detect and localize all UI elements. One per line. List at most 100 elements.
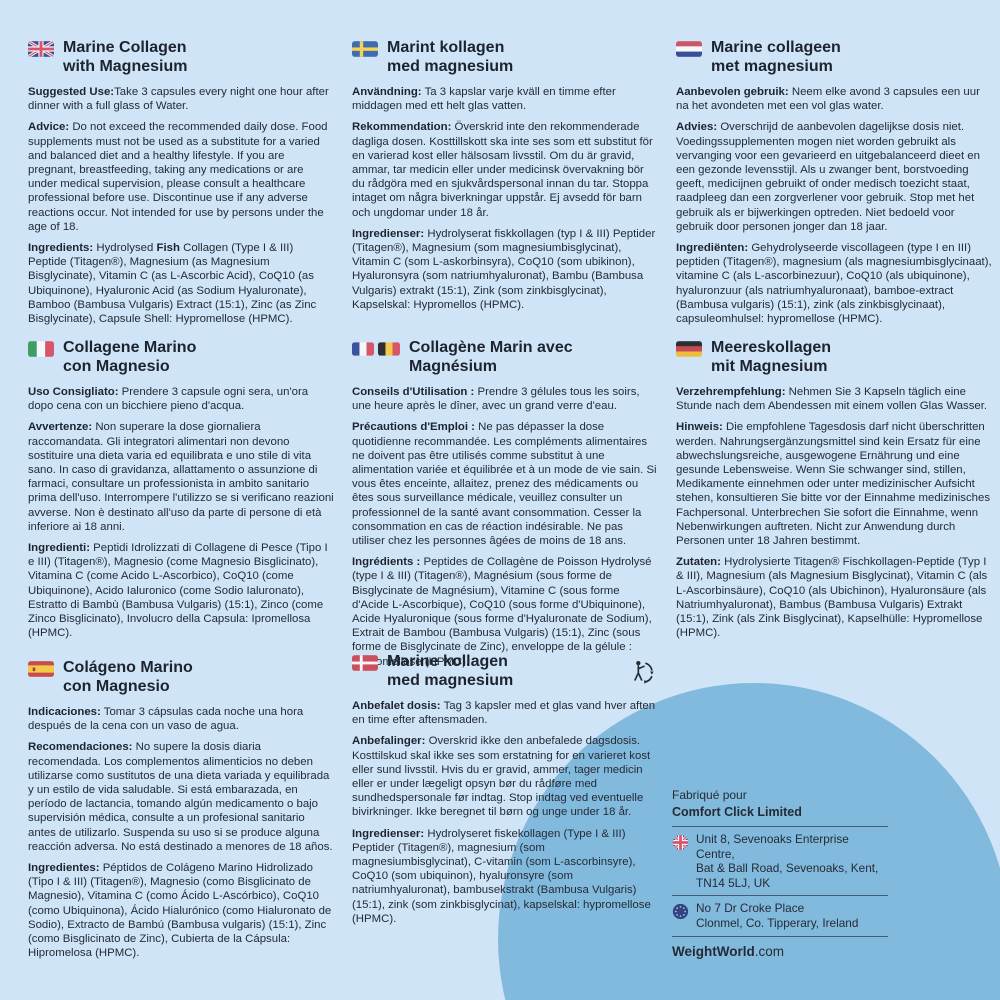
paragraph-label: Ingredienser:: [352, 827, 425, 840]
section-header: Colágeno Marino con Magnesio: [28, 658, 334, 696]
paragraph-text: Peptidi Idrolizzati di Collagene di Pesc…: [28, 542, 328, 640]
divider: [672, 935, 888, 937]
paragraph-label: Recomendaciones:: [28, 741, 133, 754]
section-header: Collagene Marino con Magnesio: [28, 338, 334, 376]
paragraph-text: Neem elke avond 3 capsules een uur na he…: [676, 86, 980, 113]
advice-paragraph: Avvertenze: Non superare la dose giornal…: [28, 420, 334, 534]
title-line-2: met magnesium: [711, 58, 833, 75]
paragraph-text: Do not exceed the recommended daily dose…: [28, 121, 328, 233]
advice-paragraph: Hinweis: Die empfohlene Tagesdosis darf …: [676, 420, 992, 548]
paragraph-text: Collagen (Type I & III) Peptide (Titagen…: [28, 242, 317, 326]
paragraph-text: No supere la dosis diaria recomendada. L…: [28, 741, 333, 853]
paragraph-text: Take 3 capsules every night one hour aft…: [28, 86, 329, 113]
paragraph-label: Verzehrempfehlung:: [676, 386, 786, 398]
ingredients-paragraph: Ingrediënten: Gehydrolyseerde viscollage…: [676, 241, 992, 326]
flag-denmark-icon: [352, 655, 378, 671]
paragraph-label: Précautions d'Emploi :: [352, 421, 475, 434]
flag-sweden-icon: [352, 41, 378, 57]
ingredients-paragraph: Ingredientes: Péptidos de Colágeno Marin…: [28, 861, 334, 960]
usage-paragraph: Verzehrempfehlung: Nehmen Sie 3 Kapseln …: [676, 385, 992, 413]
section-title: Marine Collagen with Magnesium: [63, 38, 187, 76]
made-for-label: Fabriqué pour: [672, 788, 747, 802]
flag-uk-icon: [28, 41, 54, 57]
section-title: Marine collageen met magnesium: [711, 38, 841, 76]
address-line: Unit 8, Sevenoaks Enterprise Centre,: [696, 832, 849, 861]
section-header: Marint kollagen med magnesium: [352, 38, 658, 76]
website-suffix: .com: [754, 943, 785, 959]
title-line-2: con Magnesio: [63, 358, 170, 375]
ireland-address-block: No 7 Dr Croke Place Clonmel, Co. Tippera…: [672, 901, 888, 930]
section-french: Collagène Marin avec Magnésium Conseils d…: [352, 338, 658, 676]
advice-paragraph: Rekommendation: Överskrid inte den rekom…: [352, 120, 658, 219]
paragraph-label: Ingrediënten:: [676, 242, 749, 255]
address-line: Clonmel, Co. Tipperary, Ireland: [696, 915, 859, 930]
website-brand: WeightWorld: [672, 943, 755, 959]
address-line: No 7 Dr Croke Place: [696, 901, 805, 916]
title-line-1: Meereskollagen: [711, 339, 832, 356]
advice-paragraph: Précautions d'Emploi : Ne pas dépasser l…: [352, 420, 658, 548]
ingredients-paragraph: Ingredients: Hydrolysed Fish Collagen (T…: [28, 241, 334, 326]
flag-belgium-icon: [378, 342, 400, 356]
address-line: Bat & Ball Road, Sevenoaks, Kent,: [696, 861, 879, 876]
paragraph-text: Peptides de Collagène de Poisson Hydroly…: [352, 556, 652, 668]
title-line-2: with Magnesium: [63, 58, 188, 75]
usage-paragraph: Suggested Use:Take 3 capsules every nigh…: [28, 85, 334, 113]
flag-germany-icon: [676, 341, 702, 357]
section-header: Meereskollagen mit Magnesium: [676, 338, 992, 376]
ingredients-paragraph: Ingredienti: Peptidi Idrolizzati di Coll…: [28, 541, 334, 640]
ingredients-paragraph: Zutaten: Hydrolysierte Titagen® Fischkol…: [676, 555, 992, 640]
paragraph-text: Tomar 3 cápsulas cada noche una hora des…: [28, 706, 304, 733]
section-title: Meereskollagen mit Magnesium: [711, 338, 831, 376]
usage-paragraph: Anbefalet dosis: Tag 3 kapsler med et gl…: [352, 699, 658, 727]
title-line-1: Marine kollagen: [387, 653, 508, 670]
paragraph-label: Advies:: [676, 121, 718, 134]
paragraph-text: Tag 3 kapsler med et glas vand hver afte…: [352, 700, 656, 727]
paragraph-text: Nehmen Sie 3 Kapseln täglich eine Stunde…: [676, 386, 988, 413]
flag-uk-round-icon: [672, 834, 689, 851]
uk-address-block: Unit 8, Sevenoaks Enterprise Centre, Bat…: [672, 832, 888, 890]
paragraph-text: Hydrolysierte Titagen® Fischkollagen-Pep…: [676, 556, 988, 640]
paragraph-label: Ingrédients :: [352, 556, 421, 569]
paragraph-label: Uso Consigliato:: [28, 386, 119, 398]
section-title: Colágeno Marino con Magnesio: [63, 658, 193, 696]
paragraph-text: Prendre 3 gélules tous les soirs, une he…: [352, 386, 640, 413]
section-english: Marine Collagen with Magnesium Suggested …: [28, 38, 334, 333]
paragraph-label: Zutaten:: [676, 556, 721, 569]
title-line-1: Collagene Marino: [63, 339, 197, 356]
divider: [672, 895, 888, 897]
title-line-2: med magnesium: [387, 58, 514, 75]
paragraph-text: Overskrid ikke den anbefalede dagsdosis.…: [352, 735, 651, 819]
paragraph-text: Ne pas dépasser la dose quotidienne reco…: [352, 421, 657, 548]
paragraph-label: Suggested Use:: [28, 86, 115, 98]
section-header: Marine Collagen with Magnesium: [28, 38, 334, 76]
paragraph-label: Rekommendation:: [352, 121, 452, 134]
paragraph-text: Hydrolyseret fiskekollagen (Type I & III…: [352, 827, 651, 925]
website-url: WeightWorld.com: [672, 944, 888, 959]
section-italian: Collagene Marino con Magnesio Uso Consigl…: [28, 338, 334, 647]
paragraph-text: Die empfohlene Tagesdosis darf nicht übe…: [676, 421, 991, 548]
section-title: Collagène Marin avec Magnésium: [409, 338, 573, 376]
address-line: TN14 5LJ, UK: [696, 875, 771, 890]
company-name: Comfort Click Limited: [672, 805, 802, 819]
section-dutch: Marine collageen met magnesium Aanbevolen…: [676, 38, 992, 333]
usage-paragraph: Användning: Ta 3 kapslar varje kväll en …: [352, 85, 658, 113]
usage-paragraph: Uso Consigliato: Prendere 3 capsule ogni…: [28, 385, 334, 413]
section-german: Meereskollagen mit Magnesium Verzehrempfe…: [676, 338, 992, 647]
ingredients-paragraph: Ingrédients : Peptides de Collagène de P…: [352, 555, 658, 669]
section-swedish: Marint kollagen med magnesium Användning:…: [352, 38, 658, 319]
paragraph-label: Indicaciones:: [28, 706, 101, 718]
paragraph-label: Användning:: [352, 86, 422, 98]
paragraph-label: Ingredienti:: [28, 542, 91, 555]
section-spanish: Colágeno Marino con Magnesio Indicaciones…: [28, 658, 334, 967]
paragraph-label: Anbefalinger:: [352, 735, 426, 748]
paragraph-label: Aanbevolen gebruik:: [676, 86, 789, 98]
flag-pair: [352, 338, 400, 356]
paragraph-text: Ta 3 kapslar varje kväll en timme efter …: [352, 86, 616, 113]
section-header: Marine kollagen med magnesium: [352, 652, 658, 690]
usage-paragraph: Indicaciones: Tomar 3 cápsulas cada noch…: [28, 705, 334, 733]
flag-france-icon: [352, 342, 374, 356]
divider: [672, 826, 888, 827]
paragraph-label: Avvertenze:: [28, 421, 93, 434]
section-title: Marine kollagen med magnesium: [387, 652, 513, 690]
flag-italy-icon: [28, 341, 54, 357]
